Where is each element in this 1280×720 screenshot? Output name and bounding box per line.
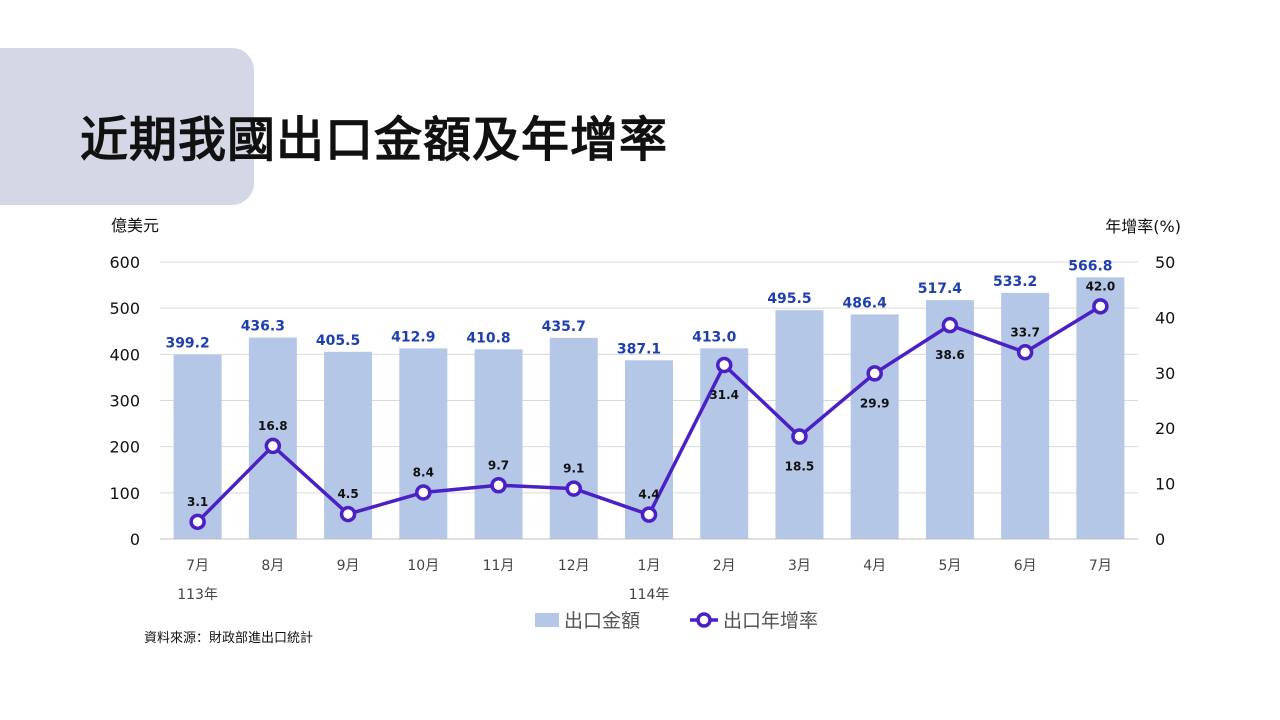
line-data-label: 33.7 xyxy=(1010,325,1040,339)
right-axis-tick-label: 40 xyxy=(1155,308,1175,327)
title-background xyxy=(0,48,254,205)
bar-export-value xyxy=(399,348,448,539)
line-marker xyxy=(1092,298,1109,315)
source-note: 資料來源：財政部進出口統計 xyxy=(144,631,314,646)
legend-line-label: 出口年增率 xyxy=(723,610,818,632)
x-axis-category-label: 1月 xyxy=(638,558,661,574)
bar-data-label: 566.8 xyxy=(1068,258,1112,274)
bar-data-label: 435.7 xyxy=(542,319,586,335)
bar-export-value xyxy=(549,337,598,539)
left-axis-tick-label: 600 xyxy=(109,253,140,272)
right-axis-tick-label: 20 xyxy=(1155,419,1175,438)
right-axis-tick-label: 50 xyxy=(1155,253,1175,272)
left-axis-title: 億美元 xyxy=(111,216,159,235)
x-axis-category-label: 12月 xyxy=(558,558,590,574)
bar-data-label: 387.1 xyxy=(617,341,661,357)
line-data-label: 4.5 xyxy=(337,487,358,501)
line-marker xyxy=(490,477,507,494)
legend-line-marker xyxy=(696,612,712,628)
line-marker xyxy=(264,437,282,455)
line-data-label: 9.1 xyxy=(563,462,584,476)
line-marker xyxy=(339,505,357,523)
bar-data-label: 413.0 xyxy=(692,329,737,345)
left-axis-tick-label: 200 xyxy=(109,438,140,457)
left-axis-tick-label: 500 xyxy=(109,299,140,318)
line-marker xyxy=(1016,344,1034,361)
x-axis-category-label: 11月 xyxy=(483,558,515,574)
x-axis-category-label: 5月 xyxy=(938,558,961,574)
bar-data-label: 410.8 xyxy=(466,330,510,346)
line-data-label: 9.7 xyxy=(488,458,509,472)
x-axis-category-label: 6月 xyxy=(1014,558,1037,574)
bar-export-value xyxy=(1076,277,1125,539)
right-axis-tick-label: 10 xyxy=(1155,475,1175,494)
right-axis-tick-label: 30 xyxy=(1155,364,1175,383)
line-data-label: 4.4 xyxy=(638,488,659,502)
right-axis-tick-label: 0 xyxy=(1155,530,1165,549)
bar-data-label: 533.2 xyxy=(993,274,1037,290)
line-data-label: 3.1 xyxy=(187,495,208,509)
line-marker xyxy=(791,428,808,445)
x-axis-category-label: 7月 xyxy=(1089,558,1112,574)
line-marker xyxy=(941,316,959,334)
bar-export-value xyxy=(474,349,523,539)
bar-export-value xyxy=(925,300,974,539)
line-data-label: 42.0 xyxy=(1086,279,1116,293)
line-data-label: 8.4 xyxy=(413,465,434,479)
legend-bar-label: 出口金額 xyxy=(564,610,640,632)
left-axis-tick-label: 0 xyxy=(130,530,140,549)
page-title: 近期我國出口金額及年增率 xyxy=(80,112,669,168)
line-marker xyxy=(189,513,206,531)
left-axis-tick-label: 400 xyxy=(109,345,140,364)
left-axis-tick-label: 100 xyxy=(109,484,140,503)
bar-data-label: 412.9 xyxy=(391,329,435,345)
x-axis-year-label: 113年 xyxy=(177,587,218,603)
bar-data-label: 495.5 xyxy=(767,291,811,307)
bar-data-label: 486.4 xyxy=(843,295,888,311)
bar-data-label: 399.2 xyxy=(165,336,209,352)
line-marker xyxy=(640,506,658,523)
bar-export-value xyxy=(700,348,749,539)
legend-bar-swatch xyxy=(535,613,559,627)
bar-data-label: 517.4 xyxy=(918,281,963,297)
x-axis-category-label: 8月 xyxy=(261,558,284,574)
x-axis-category-label: 4月 xyxy=(863,558,886,574)
x-axis-year-label: 114年 xyxy=(629,587,670,603)
bar-data-label: 436.3 xyxy=(241,319,285,335)
line-data-label: 16.8 xyxy=(258,419,288,433)
bar-data-label: 405.5 xyxy=(316,333,360,349)
right-axis-title: 年增率(%) xyxy=(1105,217,1181,236)
line-marker xyxy=(866,365,883,382)
x-axis-category-label: 9月 xyxy=(337,558,360,574)
bar-export-value xyxy=(850,314,899,539)
line-data-label: 29.9 xyxy=(860,396,890,410)
x-axis-category-label: 7月 xyxy=(186,558,209,574)
line-marker xyxy=(715,356,733,374)
line-data-label: 38.6 xyxy=(935,348,965,362)
x-axis-category-label: 10月 xyxy=(407,558,439,574)
left-axis-tick-label: 300 xyxy=(109,392,140,411)
bar-export-value xyxy=(1001,292,1050,539)
line-data-label: 31.4 xyxy=(709,388,739,402)
x-axis-category-label: 3月 xyxy=(788,558,811,574)
x-axis-category-label: 2月 xyxy=(713,558,736,574)
line-marker xyxy=(565,480,583,497)
line-data-label: 18.5 xyxy=(785,460,815,474)
line-marker xyxy=(415,484,432,501)
bar-export-value xyxy=(173,354,222,539)
